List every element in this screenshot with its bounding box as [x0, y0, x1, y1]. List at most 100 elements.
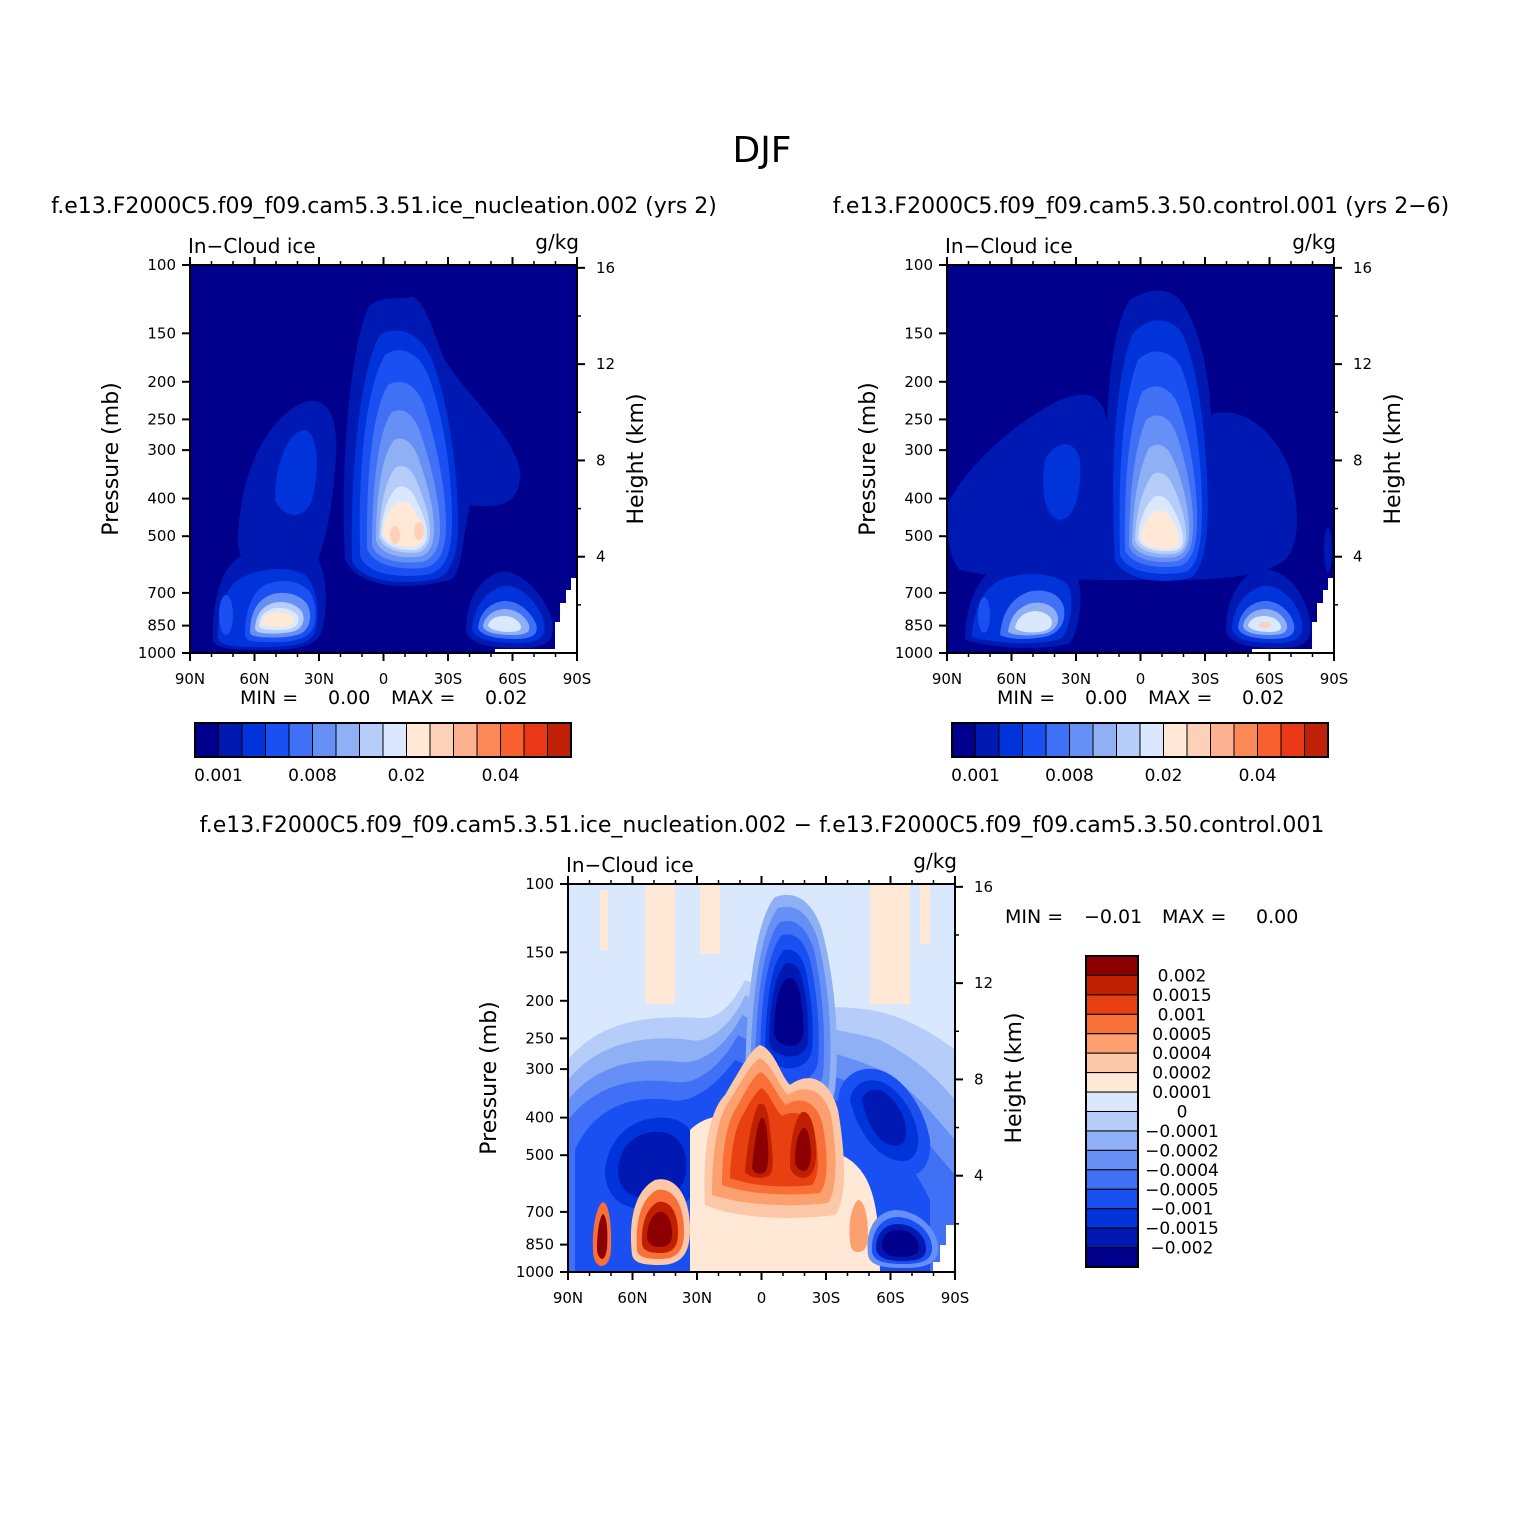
stat-max-value: 0.00 [1256, 906, 1298, 928]
colorbar-frame [1085, 955, 1139, 1268]
colorbar-label: 0.0015 [1152, 986, 1211, 1006]
panel-control-colorbar: 0.001 0.008 0.02 0.04 [951, 722, 1329, 786]
x-tick-label: 60S [1255, 670, 1284, 688]
colorbar-box [1085, 1111, 1139, 1132]
field-contour-north-mid [1043, 444, 1081, 520]
field-contour-tropical-9 [1141, 510, 1179, 549]
colorbar-box [476, 722, 501, 758]
colorbar-box [1092, 722, 1117, 758]
x-tick-label: 90S [1320, 670, 1349, 688]
colorbar-label: −0.0001 [1145, 1122, 1219, 1142]
x-tick-label: 30S [434, 670, 463, 688]
x-tick-label: 30N [682, 1289, 712, 1307]
y-tick-label: 300 [147, 441, 176, 459]
field-contour-north-low-pos-4 [647, 1211, 672, 1247]
panel-experiment-colorbar: 0.001 0.008 0.02 0.04 [194, 722, 572, 786]
stat-max-label: MAX = [1162, 906, 1226, 928]
panel-difference-title: f.e13.F2000C5.f09_f09.cam5.3.51.ice_nucl… [200, 813, 1325, 838]
x-tick-label: 90N [175, 670, 205, 688]
y-tick-label: 700 [904, 584, 933, 602]
panel-experiment-left-label: In−Cloud ice [188, 234, 316, 258]
y-axis-title: Pressure (mb) [99, 382, 124, 536]
colorbar-frame [194, 722, 572, 758]
panel-experiment-right-label: g/kg [535, 230, 579, 254]
colorbar-box [1085, 1072, 1139, 1093]
y-tick-label: 400 [147, 490, 176, 508]
y-right-tick-label: 16 [974, 878, 993, 896]
x-tick-label: 60S [498, 670, 527, 688]
field-contour-south-edge [1324, 528, 1332, 572]
field-contour-tropical-peak-1 [390, 526, 400, 544]
field-streak-pos-1 [600, 890, 608, 950]
colorbar-box [1085, 1149, 1139, 1171]
field-contour-sub-pos-2 [795, 1127, 811, 1171]
y-right-tick-label: 12 [1353, 355, 1372, 373]
colorbar-frame [951, 722, 1329, 758]
field-contour-trop-neg-7 [774, 977, 804, 1047]
colorbar-box [1280, 722, 1305, 758]
colorbar-label: 0.0004 [1152, 1044, 1211, 1064]
y-right-tick-label: 12 [974, 974, 993, 992]
colorbar-label: 0.02 [388, 766, 426, 786]
colorbar-label: 0.002 [1158, 966, 1207, 986]
colorbar-box [1022, 722, 1047, 758]
y-tick-label: 1000 [895, 644, 933, 662]
colorbar-box [1045, 722, 1070, 758]
y-right-tick-label: 12 [596, 355, 615, 373]
colorbar-box [1085, 1247, 1139, 1268]
y-tick-label: 200 [525, 992, 554, 1010]
colorbar-box [359, 722, 384, 758]
colorbar-label: −0.0015 [1145, 1219, 1219, 1239]
y-tick-label: 700 [525, 1203, 554, 1221]
colorbar-box [1085, 1188, 1139, 1210]
colorbar-box [335, 722, 360, 758]
y-tick-label: 1000 [516, 1263, 554, 1281]
colorbar-box [998, 722, 1023, 758]
field-contour-north-low-5 [1015, 611, 1052, 633]
y-right-tick-label: 4 [974, 1167, 984, 1185]
panel-difference: f.e13.F2000C5.f09_f09.cam5.3.51.ice_nucl… [200, 813, 1325, 1307]
x-tick-label: 0 [757, 1289, 767, 1307]
panel-control-left-label: In−Cloud ice [945, 234, 1073, 258]
x-tick-label: 90N [553, 1289, 583, 1307]
y-tick-label: 150 [525, 943, 554, 961]
colorbar-box [1163, 722, 1188, 758]
y-tick-label: 400 [904, 490, 933, 508]
colorbar-box [1085, 1130, 1139, 1151]
y-tick-label: 850 [147, 617, 176, 635]
field-streak-pos-5 [920, 884, 930, 944]
stat-min-value: 0.00 [328, 687, 370, 709]
stat-max-label: MAX = [1148, 687, 1212, 709]
field-contour-south-pos-spot [849, 1200, 868, 1252]
field-contour-tropical-peak-2 [414, 522, 424, 540]
panel-experiment-title: f.e13.F2000C5.f09_f09.cam5.3.51.ice_nucl… [51, 194, 717, 219]
colorbar-label: 0.0002 [1152, 1064, 1211, 1084]
panel-difference-right-label: g/kg [913, 849, 957, 873]
colorbar-box [1085, 974, 1139, 996]
x-tick-label: 60S [876, 1289, 905, 1307]
colorbar-label: 0.001 [1158, 1005, 1207, 1025]
field-streak-pos-3 [700, 884, 720, 954]
stat-max-value: 0.02 [485, 687, 527, 709]
y-tick-label: 850 [525, 1236, 554, 1254]
colorbar-box [241, 722, 266, 758]
colorbar-label: 0 [1177, 1103, 1188, 1123]
field-contour-north-edge [978, 597, 990, 633]
panel-control-axes: 90N 60N 30N 0 30S 60S 90S 100 150 200 250 300 400 500… [856, 256, 1406, 688]
colorbar-box [1186, 722, 1211, 758]
y-tick-label: 200 [904, 373, 933, 391]
stat-max-value: 0.02 [1242, 687, 1284, 709]
y-tick-label: 400 [525, 1109, 554, 1127]
field-streak-pos-2 [645, 884, 675, 1004]
colorbar-box [1085, 955, 1139, 976]
panel-difference-colorbar: 0.0020.00150.0010.00050.00040.00020.0001… [1085, 955, 1219, 1268]
colorbar-box [1085, 1208, 1139, 1229]
field-topography-mask [1312, 578, 1334, 653]
panel-control-stats: MIN = 0.00 MAX = 0.02 [997, 687, 1284, 709]
x-tick-label: 30N [304, 670, 334, 688]
y-tick-label: 700 [147, 584, 176, 602]
colorbar-box [1139, 722, 1164, 758]
y-tick-label: 1000 [138, 644, 176, 662]
y-tick-label: 150 [147, 324, 176, 342]
